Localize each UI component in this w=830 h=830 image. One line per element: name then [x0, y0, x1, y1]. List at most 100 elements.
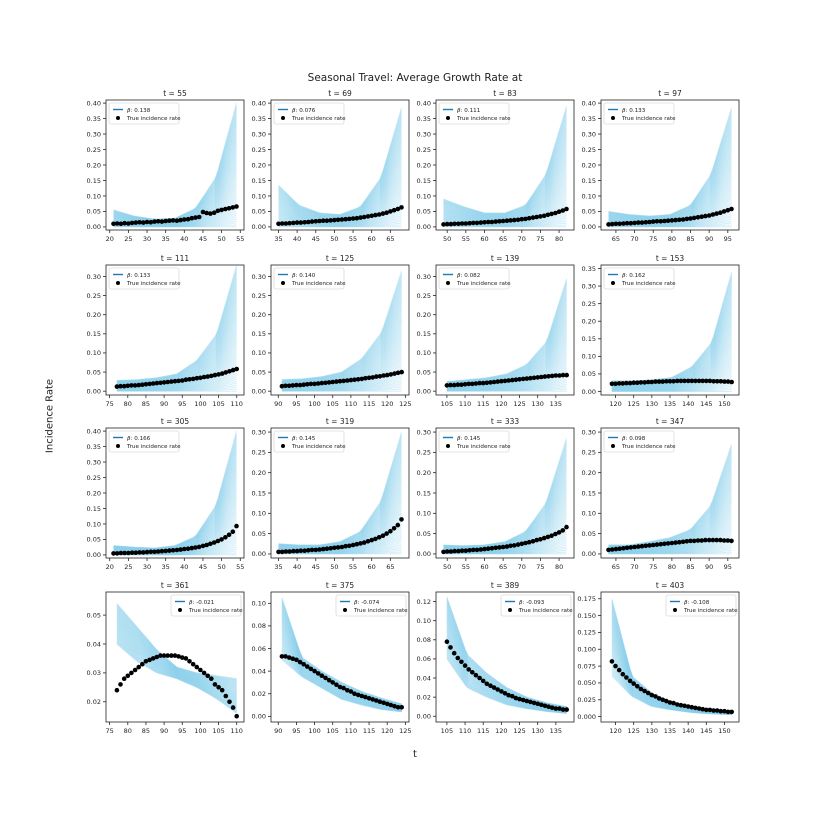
x-tick-label: 135: [550, 727, 562, 735]
trajectory-line: [113, 442, 237, 550]
trajectory-line: [611, 669, 732, 715]
trajectory-line: [278, 536, 402, 554]
true-incidence-point: [183, 377, 189, 383]
trajectory-line: [281, 367, 402, 390]
trajectory-line: [113, 434, 237, 549]
trajectory-line: [116, 296, 238, 384]
trajectory-line: [608, 534, 732, 553]
true-incidence-point: [209, 373, 214, 379]
true-incidence-point: [216, 685, 221, 690]
legend-point-swatch: [116, 116, 120, 120]
y-tick-label: 0.30: [582, 282, 596, 290]
trajectory-line: [278, 443, 402, 547]
x-tick-label: 120: [381, 727, 393, 735]
trajectory-line: [443, 155, 567, 220]
x-tick-label: 100: [194, 727, 206, 735]
true-incidence-point: [673, 540, 678, 545]
true-incidence-point: [298, 548, 304, 553]
true-incidence-point: [671, 700, 676, 706]
true-incidence-point: [526, 215, 532, 221]
trajectory-line: [116, 628, 237, 702]
y-tick-label: 0.25: [582, 300, 596, 308]
x-tick-label: 145: [700, 727, 712, 735]
trajectory-line: [116, 370, 237, 390]
true-incidence-point: [283, 221, 289, 226]
true-incidence-point: [448, 549, 454, 554]
true-incidence-point: [343, 216, 348, 222]
trajectory-line: [281, 639, 402, 710]
true-incidence-point: [319, 380, 325, 386]
true-incidence-point: [161, 653, 167, 658]
subplot-12: 65 70 75 80 85 90 950.000.050.100.150.200.250.…: [582, 417, 740, 571]
x-tick-label: 120: [381, 400, 393, 408]
trajectory-line: [608, 115, 732, 218]
true-incidence-point: [553, 373, 559, 378]
y-tick-label: 0.05: [87, 536, 101, 544]
trajectory-line: [611, 610, 732, 712]
trajectory-line: [443, 127, 567, 216]
true-incidence-point: [374, 698, 379, 703]
trajectory-line: [611, 675, 732, 716]
x-tick-label: 50: [330, 563, 338, 571]
true-incidence-point: [462, 382, 468, 387]
true-incidence-point: [388, 528, 393, 534]
true-incidence-point: [699, 538, 704, 543]
trajectory-line: [611, 651, 732, 714]
trajectory-line: [116, 628, 237, 701]
trajectory-line: [443, 467, 567, 549]
subplot-title: t = 97: [658, 89, 682, 98]
true-incidence-point: [190, 376, 196, 382]
true-incidence-point: [301, 382, 307, 388]
legend-beta-label: β: 0.133: [622, 108, 646, 114]
legend-true-label: True incidence rate: [621, 444, 676, 450]
trajectory-line: [116, 603, 237, 680]
trajectory-line: [278, 190, 402, 224]
true-incidence-point: [729, 538, 734, 544]
trajectory-line: [443, 115, 567, 215]
true-incidence-point: [721, 538, 727, 543]
true-incidence-point: [187, 659, 192, 664]
trajectory-line: [608, 518, 732, 552]
true-incidence-point: [462, 663, 468, 668]
trajectory-line: [278, 538, 402, 554]
x-tick-label: 150: [718, 400, 730, 408]
x-tick-label: 50: [443, 563, 451, 571]
true-incidence-point: [523, 540, 528, 546]
true-incidence-point: [523, 216, 528, 222]
trajectory-line: [611, 340, 733, 388]
true-incidence-point: [621, 221, 626, 226]
true-incidence-point: [691, 538, 697, 544]
y-tick-label: 0.25: [252, 292, 266, 300]
true-incidence-point: [319, 673, 325, 678]
y-tick-label: 0.25: [582, 449, 596, 457]
plot-area: [111, 102, 239, 228]
true-incidence-point: [553, 706, 559, 711]
y-tick-label: 0.15: [252, 177, 266, 185]
y-tick-label: 0.100: [577, 646, 596, 654]
trajectory-line: [116, 620, 237, 694]
true-incidence-point: [499, 689, 504, 694]
trajectory-line: [443, 151, 567, 219]
trajectory-line: [278, 439, 402, 547]
x-tick-label: 95: [724, 235, 732, 243]
trajectory-line: [608, 134, 732, 219]
x-tick-label: 55: [349, 563, 357, 571]
true-incidence-point: [180, 655, 185, 660]
trajectory-line: [281, 352, 403, 388]
true-incidence-point: [122, 220, 127, 226]
true-incidence-point: [129, 383, 134, 388]
plot-area: [114, 265, 239, 392]
trajectory-line: [278, 445, 402, 547]
legend-point-swatch: [508, 608, 512, 612]
trajectory-line: [116, 294, 238, 384]
legend-true-label: True incidence rate: [456, 281, 511, 287]
legend-point-swatch: [611, 116, 615, 120]
true-incidence-point: [302, 548, 307, 553]
true-incidence-point: [680, 217, 686, 222]
trajectory-line: [608, 496, 732, 550]
subplot-title: t = 319: [326, 417, 355, 426]
trajectory-line: [446, 287, 568, 383]
true-incidence-point: [658, 219, 663, 224]
trajectory-line: [446, 281, 568, 383]
trajectory-line: [116, 626, 237, 700]
